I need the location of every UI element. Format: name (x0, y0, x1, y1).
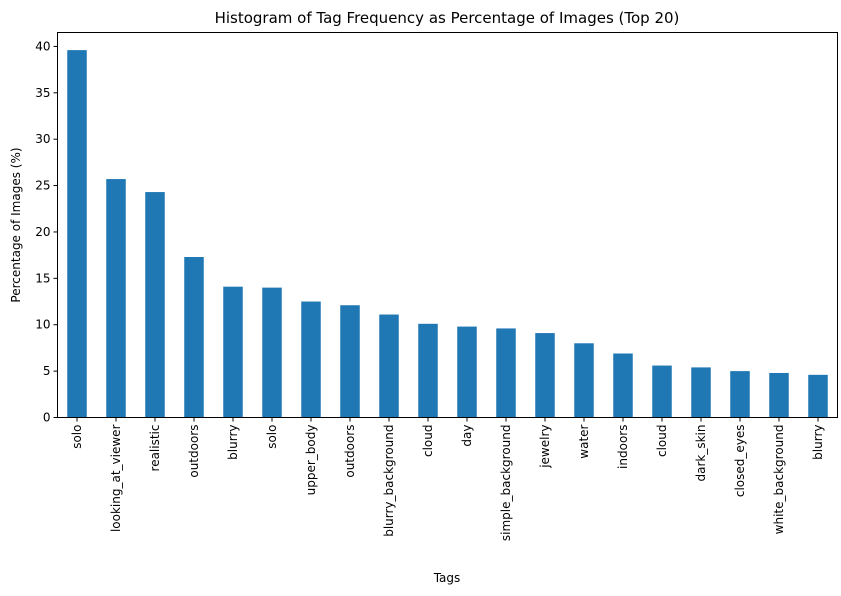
plot-frame (58, 33, 838, 418)
x-tick-label: simple_background (499, 425, 513, 542)
y-tick-label: 5 (43, 364, 51, 378)
x-tick-label: upper_body (304, 425, 318, 496)
x-tick-label: realistic (148, 425, 162, 472)
x-tick-label: solo (70, 425, 84, 449)
bar-blurry (223, 287, 243, 418)
y-tick-label: 15 (35, 271, 50, 285)
x-tick-label: blurry_background (382, 425, 396, 537)
bar-cloud (418, 324, 438, 418)
y-tick-label: 25 (35, 179, 50, 193)
x-tick-label: closed_eyes (733, 425, 747, 498)
y-tick-label: 10 (35, 318, 50, 332)
x-tick-label: looking_at_viewer (109, 424, 123, 532)
x-tick-label: cloud (655, 425, 669, 458)
x-axis: solo looking_at_viewer realistic outdoors bl… (70, 418, 825, 542)
x-tick-label: water (577, 424, 591, 458)
bar-indoors (613, 353, 633, 417)
y-tick-label: 30 (35, 132, 50, 146)
y-tick-label: 0 (43, 411, 51, 425)
bar-solo (67, 50, 87, 417)
bar-blurry-background (379, 315, 399, 418)
x-axis-label: Tags (433, 571, 461, 585)
x-tick-label: solo (265, 425, 279, 449)
chart-title: Histogram of Tag Frequency as Percentage… (215, 9, 680, 27)
x-tick-label: dark_skin (694, 425, 708, 482)
x-tick-label: day (460, 425, 474, 447)
x-tick-label: blurry (811, 425, 825, 460)
x-tick-label: indoors (616, 425, 630, 469)
y-tick-label: 20 (35, 225, 50, 239)
x-tick-label: outdoors (187, 425, 201, 478)
bar-looking-at-viewer (106, 179, 126, 417)
bar-cloud (652, 366, 672, 418)
bar-simple-background (496, 328, 516, 417)
x-tick-label: white_background (772, 425, 786, 535)
y-axis-label: Percentage of Images (%) (9, 147, 23, 302)
bar-blurry (808, 375, 828, 418)
bar-outdoors (340, 305, 360, 417)
bars-group (67, 50, 828, 417)
bar-closed-eyes (730, 371, 750, 417)
bar-outdoors (184, 257, 204, 417)
x-tick-label: cloud (421, 425, 435, 458)
x-tick-label: blurry (226, 425, 240, 460)
y-axis: 0 5 10 15 20 25 30 35 40 (35, 39, 57, 424)
bar-upper-body (301, 302, 321, 418)
bar-realistic (145, 192, 165, 417)
y-tick-label: 40 (35, 39, 50, 53)
x-tick-label: outdoors (343, 425, 357, 478)
y-tick-label: 35 (35, 86, 50, 100)
bar-water (574, 343, 594, 417)
bar-jewelry (535, 333, 555, 417)
bar-day (457, 327, 477, 418)
x-tick-label: jewelry (538, 425, 552, 469)
bar-solo (262, 288, 282, 418)
bar-white-background (769, 373, 789, 418)
bar-dark-skin (691, 367, 711, 417)
